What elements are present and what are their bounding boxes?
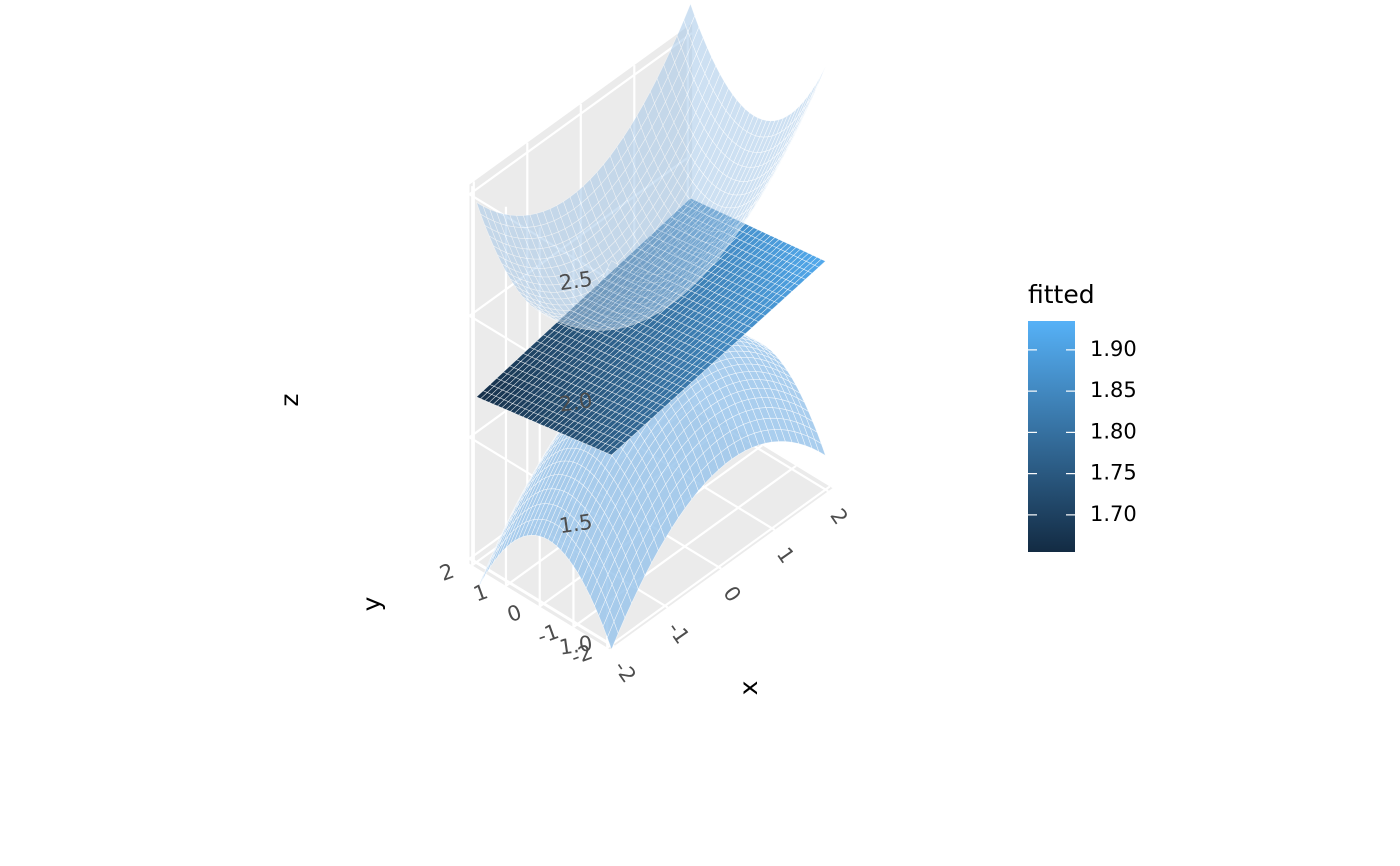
z-tick-label: 2.5 bbox=[558, 267, 594, 295]
legend-label: 1.80 bbox=[1090, 419, 1137, 443]
floor-grid-y bbox=[606, 485, 831, 649]
back-grid-z bbox=[468, 32, 693, 196]
z-tick-label: 1.5 bbox=[558, 510, 594, 538]
z-tick-label: 1.0 bbox=[558, 631, 594, 659]
z-axis-title: z bbox=[275, 393, 304, 406]
legend-label: 1.90 bbox=[1090, 337, 1137, 361]
x-tick-label: 1 bbox=[772, 543, 799, 568]
upper-band-surface bbox=[475, 3, 826, 331]
z-tick-label: 2.0 bbox=[558, 388, 594, 416]
legend: fitted 1.70 1.75 1.80 1.85 1.90 bbox=[1028, 280, 1137, 552]
x-tick-label: 0 bbox=[718, 582, 745, 607]
y-axis-title: y bbox=[357, 596, 386, 611]
y-tick-label: 0 bbox=[504, 600, 525, 627]
x-tick-label: 2 bbox=[825, 504, 852, 529]
surfaces bbox=[475, 3, 827, 651]
legend-title: fitted bbox=[1028, 280, 1095, 309]
legend-colorbar bbox=[1028, 321, 1075, 552]
legend-label: 1.70 bbox=[1090, 502, 1137, 526]
x-axis-title: x bbox=[734, 681, 763, 696]
left-grid-z bbox=[468, 557, 611, 646]
y-tick-label: 2 bbox=[436, 559, 457, 586]
legend-label: 1.85 bbox=[1090, 378, 1137, 402]
legend-label: 1.75 bbox=[1090, 461, 1137, 485]
x-tick-label: -2 bbox=[609, 656, 641, 687]
x-tick-label: -1 bbox=[663, 617, 695, 648]
y-tick-label: 1 bbox=[470, 579, 491, 606]
